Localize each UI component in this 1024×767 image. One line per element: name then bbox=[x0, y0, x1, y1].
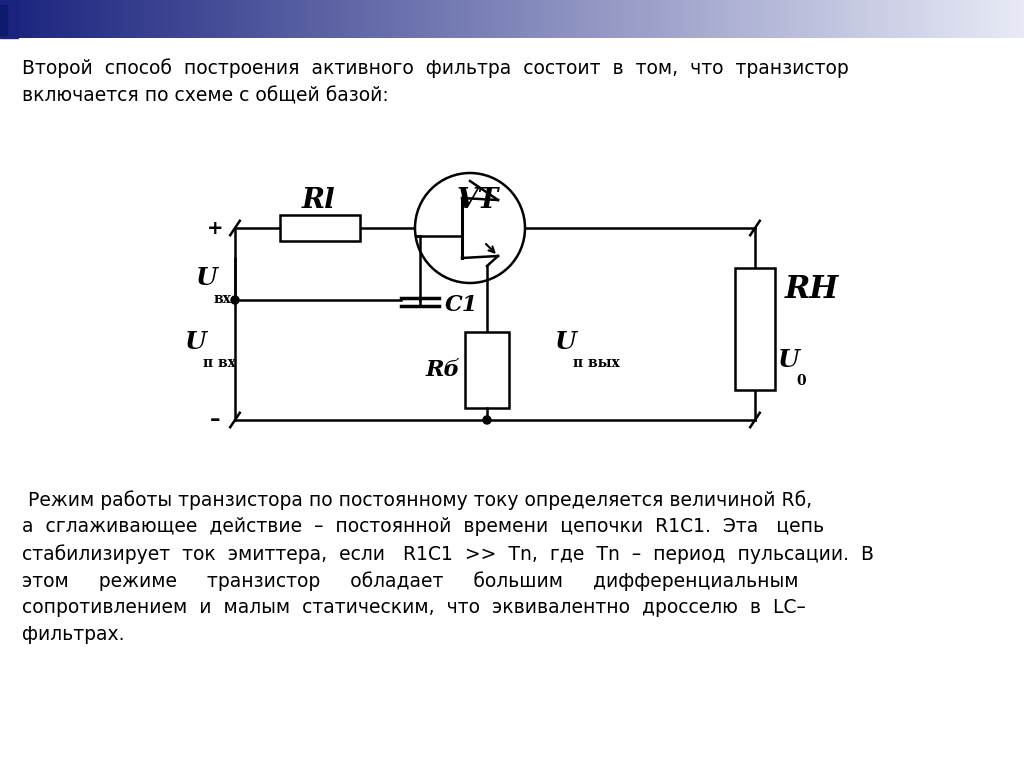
Text: этом     режиме     транзистор     обладает     большим     дифференциальным: этом режиме транзистор обладает большим … bbox=[22, 571, 799, 591]
Text: п вых: п вых bbox=[573, 356, 620, 370]
Text: U: U bbox=[185, 330, 207, 354]
Text: вх: вх bbox=[214, 292, 231, 306]
Text: RH: RH bbox=[785, 274, 840, 304]
Bar bbox=[735, 268, 775, 390]
Text: стабилизирует  ток  эмиттера,  если   R1C1  >>  Тn,  где  Тn  –  период  пульсац: стабилизирует ток эмиттера, если R1C1 >>… bbox=[22, 544, 874, 564]
Text: U: U bbox=[778, 348, 800, 372]
Bar bbox=[465, 332, 509, 408]
Text: VT: VT bbox=[457, 186, 499, 213]
Text: U: U bbox=[555, 330, 577, 354]
Bar bbox=[0, 5, 7, 35]
Bar bbox=[280, 215, 360, 241]
Bar bbox=[0, 0, 18, 38]
Text: 0: 0 bbox=[796, 374, 806, 388]
Text: а  сглаживающее  действие  –  постоянной  времени  цепочки  R1C1.  Эта   цепь: а сглаживающее действие – постоянной вре… bbox=[22, 517, 824, 536]
Circle shape bbox=[231, 296, 239, 304]
Circle shape bbox=[483, 416, 490, 424]
Text: C1: C1 bbox=[445, 294, 478, 316]
Text: U: U bbox=[196, 266, 218, 290]
Text: сопротивлением  и  малым  статическим,  что  эквивалентно  дросселю  в  LC–: сопротивлением и малым статическим, что … bbox=[22, 598, 806, 617]
Text: Режим работы транзистора по постоянному току определяется величиной Rб,: Режим работы транзистора по постоянному … bbox=[22, 490, 812, 510]
Text: Rб: Rб bbox=[425, 359, 460, 381]
Text: фильтрах.: фильтрах. bbox=[22, 625, 125, 644]
Text: Rl: Rl bbox=[301, 186, 335, 213]
Text: +: + bbox=[207, 219, 223, 238]
Text: включается по схеме с общей базой:: включается по схеме с общей базой: bbox=[22, 86, 389, 105]
Text: –: – bbox=[210, 410, 220, 430]
Text: Второй  способ  построения  активного  фильтра  состоит  в  том,  что  транзисто: Второй способ построения активного фильт… bbox=[22, 58, 849, 77]
Text: п вх: п вх bbox=[203, 356, 236, 370]
Circle shape bbox=[415, 173, 525, 283]
